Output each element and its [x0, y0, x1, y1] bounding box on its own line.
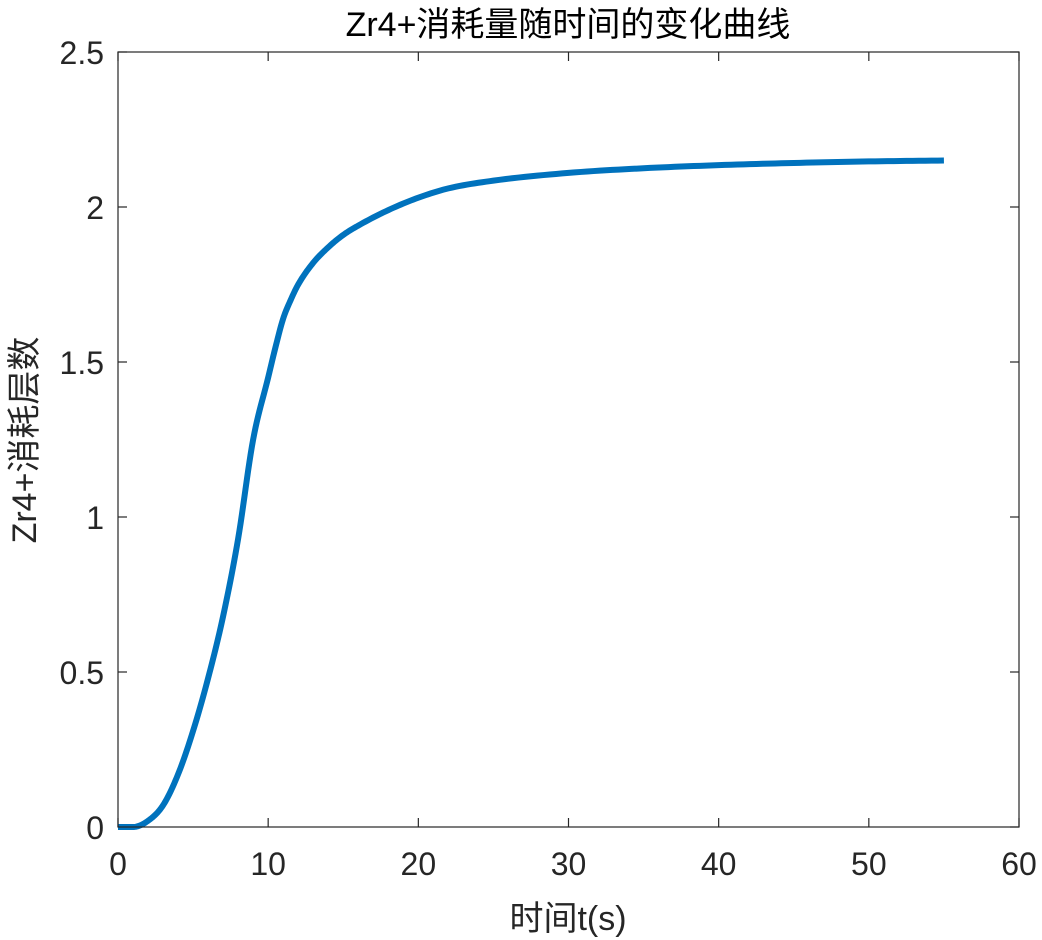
- y-tick-label: 1: [86, 500, 104, 536]
- y-tick-label: 0: [86, 810, 104, 846]
- axes-box: [117, 51, 1020, 828]
- series-layer: [116, 157, 944, 830]
- y-tick-label: 2.5: [60, 35, 104, 71]
- y-tick-label: 1.5: [60, 345, 104, 381]
- x-tick-label: 30: [551, 846, 587, 882]
- x-tick-label: 20: [401, 846, 437, 882]
- chart-title: Zr4+消耗量随时间的变化曲线: [346, 6, 791, 44]
- plot-area: [118, 52, 1019, 827]
- x-axis-label: 时间t(s): [509, 900, 626, 938]
- x-tick-label: 10: [250, 846, 286, 882]
- x-tick-label: 50: [851, 846, 887, 882]
- x-tick-label: 60: [1001, 846, 1037, 882]
- y-axis-label: Zr4+消耗层数: [6, 337, 44, 544]
- x-tick-label: 0: [109, 846, 127, 882]
- x-tick-label: 40: [701, 846, 737, 882]
- tick-labels: 0 10 20 30 40 50 60 0 0.5 1 1.5 2 2.5: [60, 35, 1037, 882]
- y-tick-label: 2: [86, 190, 104, 226]
- y-tick-label: 0.5: [60, 655, 104, 691]
- series-line: [116, 157, 944, 830]
